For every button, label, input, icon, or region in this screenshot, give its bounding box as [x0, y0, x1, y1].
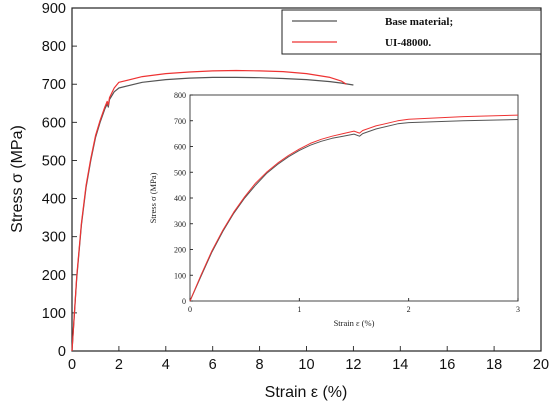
xtick-label: 4: [162, 357, 170, 373]
ytick-label: 800: [42, 39, 66, 55]
main-xlabel: Strain ε (%): [265, 384, 348, 401]
xtick-label: 8: [256, 357, 264, 373]
ytick-label: 0: [182, 297, 186, 306]
xtick-label: 12: [345, 357, 361, 373]
legend-label-base: Base material;: [385, 16, 453, 28]
ytick-label: 800: [174, 91, 186, 100]
ytick-label: 0: [58, 344, 66, 360]
main-axes: 0 2 4 6 8 10 12 14 16 18 2001002003004005006007008…: [42, 1, 549, 373]
ytick-label: 100: [174, 271, 186, 280]
ytick-label: 500: [42, 153, 66, 169]
xtick-label: 3: [516, 305, 520, 314]
xtick-label: 2: [115, 357, 123, 373]
series-line-1: [189, 114, 519, 302]
xtick-label: 20: [533, 357, 549, 373]
legend-box: [281, 9, 542, 55]
ytick-label: 200: [42, 268, 66, 284]
xtick-label: 0: [68, 357, 76, 373]
ytick-label: 600: [174, 143, 186, 152]
inset-plot: 0 1 2 3 0 100 200 300 400 500 600 700 800 Strain ε (…: [148, 86, 529, 336]
xtick-label: 14: [392, 357, 408, 373]
ytick-label: 700: [174, 117, 186, 126]
ytick-label: 600: [42, 115, 66, 131]
inset-background: [168, 86, 529, 336]
ytick-label: 400: [174, 194, 186, 203]
ytick-label: 200: [174, 246, 186, 255]
ytick-label: 500: [174, 168, 186, 177]
xtick-label: 6: [209, 357, 217, 373]
legend-label-ui: UI-48000.: [385, 37, 431, 49]
inset-ylabel: Stress σ (MPa): [148, 172, 158, 223]
xtick-label: 2: [407, 305, 411, 314]
xtick-label: 10: [298, 357, 314, 373]
series-line-1: [71, 69, 347, 352]
legend: Base material; UI-48000.: [281, 9, 542, 55]
inset-xlabel: Strain ε (%): [334, 318, 375, 328]
ytick-label: 700: [42, 77, 66, 93]
ytick-label: 400: [42, 192, 66, 208]
series-line-0: [189, 119, 519, 302]
ytick-label: 100: [42, 306, 66, 322]
ytick-label: 900: [42, 1, 66, 17]
xtick-label: 0: [188, 305, 192, 314]
inset-axes: 0 1 2 3 0 100 200 300 400 500 600 700 800: [174, 91, 520, 314]
xtick-label: 18: [486, 357, 502, 373]
xtick-label: 1: [297, 305, 301, 314]
main-ylabel: Stress σ (MPa): [9, 125, 26, 233]
inset-series-group: [189, 114, 519, 302]
ytick-label: 300: [42, 230, 66, 246]
ytick-label: 300: [174, 220, 186, 229]
main-series-group: [71, 69, 354, 352]
xtick-label: 16: [439, 357, 455, 373]
